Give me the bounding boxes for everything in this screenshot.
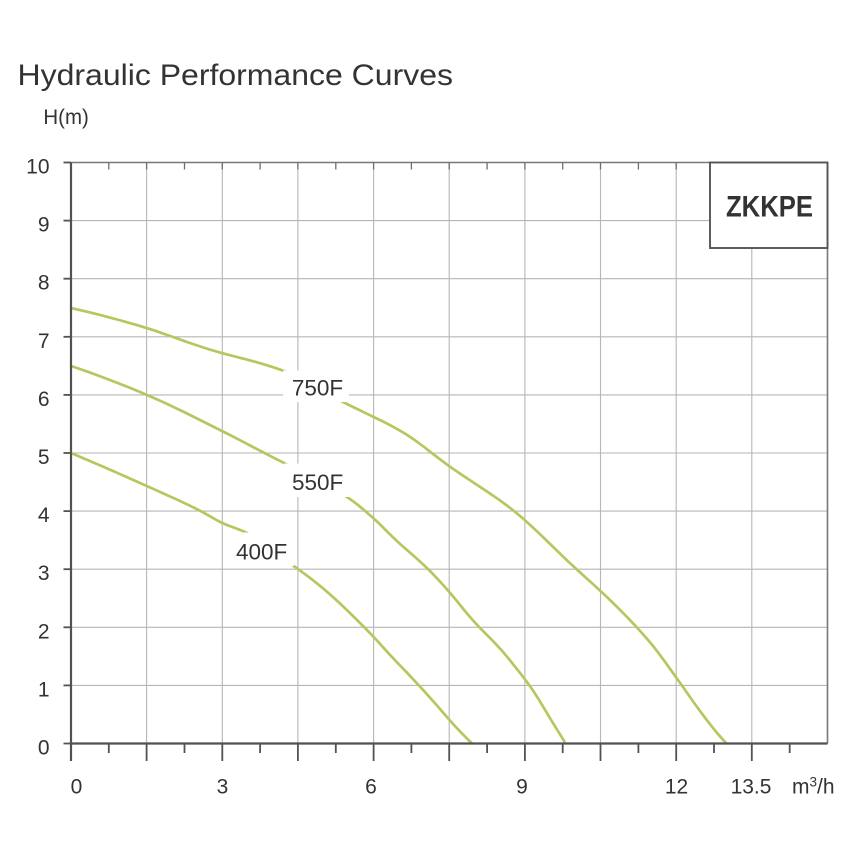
svg-text:9: 9 xyxy=(516,776,528,799)
svg-text:4: 4 xyxy=(38,504,50,527)
svg-text:400F: 400F xyxy=(236,540,287,565)
svg-text:0: 0 xyxy=(38,737,50,760)
svg-text:3: 3 xyxy=(217,776,229,799)
svg-text:2: 2 xyxy=(38,620,50,643)
svg-text:0: 0 xyxy=(71,776,83,799)
svg-text:12: 12 xyxy=(665,776,688,799)
svg-text:1: 1 xyxy=(38,678,50,701)
svg-text:3: 3 xyxy=(38,562,50,585)
svg-text:750F: 750F xyxy=(292,375,343,400)
svg-text:m3/h: m3/h xyxy=(792,775,835,799)
svg-text:8: 8 xyxy=(38,272,50,295)
svg-text:9: 9 xyxy=(38,214,50,237)
svg-text:10: 10 xyxy=(26,156,49,179)
svg-text:6: 6 xyxy=(38,388,50,411)
svg-text:7: 7 xyxy=(38,330,50,353)
svg-text:6: 6 xyxy=(365,776,377,799)
svg-text:H(m): H(m) xyxy=(43,105,88,129)
svg-text:Hydraulic Performance Curves: Hydraulic Performance Curves xyxy=(18,59,454,92)
svg-text:13.5: 13.5 xyxy=(731,776,772,799)
svg-text:5: 5 xyxy=(38,446,50,469)
svg-text:ZKKPE: ZKKPE xyxy=(726,191,813,224)
svg-text:550F: 550F xyxy=(292,470,343,495)
